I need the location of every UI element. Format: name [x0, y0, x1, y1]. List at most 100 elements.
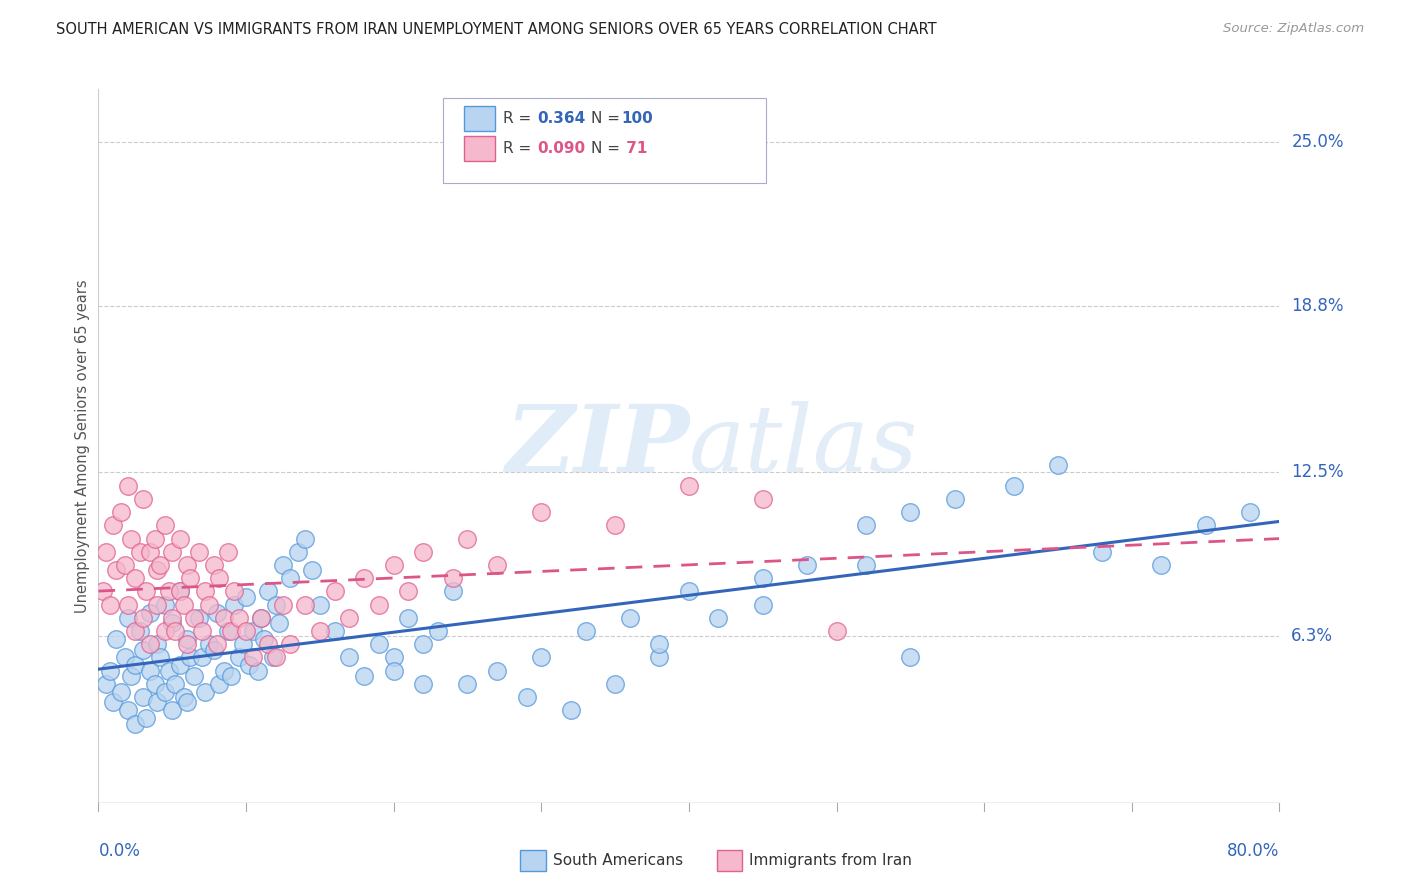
Point — [619, 611, 641, 625]
Point — [250, 611, 273, 625]
Point — [217, 624, 239, 638]
Point — [242, 624, 264, 638]
Point — [560, 703, 582, 717]
Point — [103, 518, 125, 533]
Point — [825, 624, 848, 638]
Point — [139, 606, 162, 620]
Point — [217, 545, 239, 559]
Text: 12.5%: 12.5% — [1291, 464, 1344, 482]
Point — [157, 664, 180, 678]
Point — [176, 558, 198, 572]
Text: R =: R = — [503, 142, 537, 156]
Point — [202, 558, 225, 572]
Point — [246, 664, 269, 678]
Point — [855, 518, 877, 533]
Point — [124, 624, 146, 638]
Point — [169, 584, 191, 599]
Text: Immigrants from Iran: Immigrants from Iran — [749, 854, 912, 868]
Point — [117, 703, 139, 717]
Point — [143, 677, 166, 691]
Point — [103, 695, 125, 709]
Point — [278, 571, 302, 585]
Point — [135, 711, 157, 725]
Point — [139, 664, 162, 678]
Point — [165, 677, 187, 691]
Point — [169, 584, 191, 599]
Text: N =: N = — [591, 112, 624, 126]
Point — [1091, 545, 1114, 559]
Point — [157, 584, 180, 599]
Point — [257, 584, 280, 599]
Point — [271, 598, 294, 612]
Point — [205, 637, 228, 651]
Point — [751, 571, 773, 585]
Point — [751, 491, 773, 506]
Point — [456, 677, 478, 691]
Text: SOUTH AMERICAN VS IMMIGRANTS FROM IRAN UNEMPLOYMENT AMONG SENIORS OVER 65 YEARS : SOUTH AMERICAN VS IMMIGRANTS FROM IRAN U… — [56, 22, 936, 37]
Point — [412, 637, 434, 651]
Point — [162, 545, 183, 559]
Point — [120, 532, 142, 546]
Point — [516, 690, 538, 704]
Point — [257, 637, 280, 651]
Text: N =: N = — [591, 142, 624, 156]
Point — [146, 563, 169, 577]
Point — [250, 611, 273, 625]
Point — [98, 598, 121, 612]
Point — [208, 571, 231, 585]
Point — [224, 584, 246, 599]
Point — [124, 571, 146, 585]
Text: 6.3%: 6.3% — [1291, 627, 1333, 645]
Point — [183, 611, 205, 625]
Point — [183, 669, 205, 683]
Text: 18.8%: 18.8% — [1291, 297, 1344, 315]
Point — [323, 584, 346, 599]
Text: 71: 71 — [621, 142, 648, 156]
Point — [162, 616, 183, 631]
Point — [427, 624, 450, 638]
Point — [301, 563, 323, 577]
Point — [94, 677, 117, 691]
Point — [128, 545, 150, 559]
Point — [110, 685, 132, 699]
Point — [110, 505, 132, 519]
Point — [396, 584, 419, 599]
Point — [574, 624, 596, 638]
Point — [530, 650, 553, 665]
Point — [224, 598, 246, 612]
Point — [1239, 505, 1261, 519]
Point — [323, 624, 346, 638]
Point — [208, 677, 231, 691]
Point — [128, 624, 150, 638]
Point — [278, 637, 302, 651]
Point — [605, 518, 627, 533]
Point — [205, 606, 228, 620]
Point — [191, 650, 214, 665]
Point — [441, 584, 464, 599]
Point — [294, 598, 316, 612]
Text: 80.0%: 80.0% — [1227, 842, 1279, 861]
Text: 25.0%: 25.0% — [1291, 133, 1344, 151]
Y-axis label: Unemployment Among Seniors over 65 years: Unemployment Among Seniors over 65 years — [75, 279, 90, 613]
Point — [132, 611, 155, 625]
Text: 0.0%: 0.0% — [98, 842, 141, 861]
Point — [212, 611, 235, 625]
Point — [1150, 558, 1173, 572]
Point — [943, 491, 966, 506]
Point — [294, 532, 316, 546]
Point — [262, 650, 284, 665]
Point — [264, 598, 287, 612]
Point — [117, 478, 139, 492]
Point — [179, 571, 201, 585]
Point — [146, 637, 169, 651]
Point — [235, 590, 257, 604]
Point — [153, 624, 176, 638]
Point — [105, 563, 128, 577]
Point — [855, 558, 877, 572]
Point — [132, 642, 155, 657]
Point — [135, 584, 157, 599]
Point — [173, 598, 195, 612]
Point — [117, 611, 139, 625]
Point — [179, 650, 201, 665]
Text: atlas: atlas — [689, 401, 918, 491]
